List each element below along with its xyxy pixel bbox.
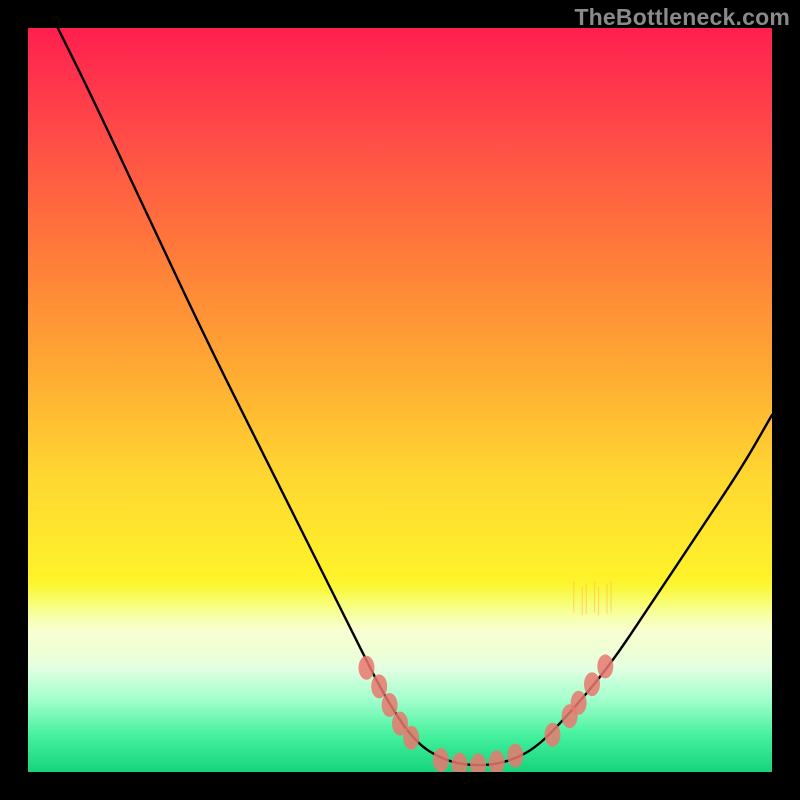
curve-marker [470,753,486,772]
curve-marker [433,748,449,772]
curve-marker [507,744,523,768]
curve-marker [597,654,613,678]
curve-marker [382,693,398,717]
plot-area [28,28,772,772]
marker-group [359,654,614,772]
curve-svg [28,28,772,772]
curve-marker [452,753,468,772]
curve-marker [403,726,419,750]
curve-marker [489,750,505,772]
curve-marker [584,672,600,696]
curve-marker [359,656,375,680]
bottleneck-curve [58,28,772,765]
curve-marker [371,674,387,698]
curve-marker [545,723,561,747]
curve-marker [571,691,587,715]
watermark-text: TheBottleneck.com [574,4,790,31]
noise-spike-group [574,582,611,616]
chart-frame: TheBottleneck.com [0,0,800,800]
